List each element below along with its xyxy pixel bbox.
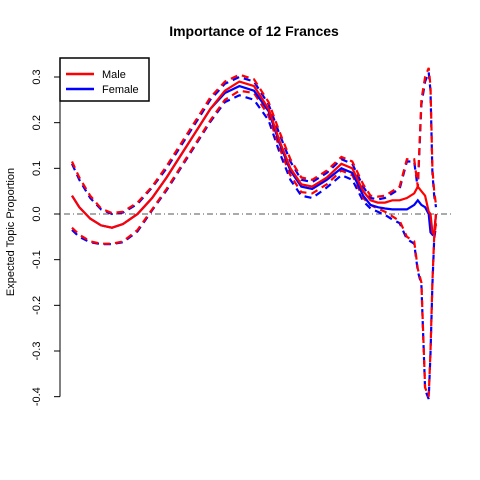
legend-box: [59, 57, 150, 102]
y-tick-label: -0.4: [31, 387, 43, 406]
male-lower-ci-line: [71, 89, 438, 398]
y-tick-label: 0.1: [31, 161, 43, 176]
y-tick-label: -0.3: [31, 342, 43, 361]
male-mean-line: [71, 80, 438, 238]
male-upper-ci-line: [70, 67, 438, 215]
plot-area: [64, 67, 452, 400]
legend: Male Female: [59, 57, 150, 102]
legend-label-male: Male: [102, 69, 126, 81]
female-lower-ci-line: [71, 94, 438, 400]
legend-label-female: Female: [102, 84, 139, 96]
chart-title: Importance of 12 Frances: [169, 23, 339, 39]
y-tick-label: -0.1: [31, 250, 43, 269]
y-tick-label: -0.2: [31, 296, 43, 315]
y-tick-label: 0.2: [31, 115, 43, 130]
y-tick-label: 0.3: [31, 69, 43, 84]
y-tick-label: 0.0: [31, 206, 43, 221]
y-axis-label: Expected Topic Proportion: [5, 168, 17, 296]
y-axis: -0.4 -0.3 -0.2 -0.1 0.0 0.1 0.2 0.3: [31, 69, 61, 406]
